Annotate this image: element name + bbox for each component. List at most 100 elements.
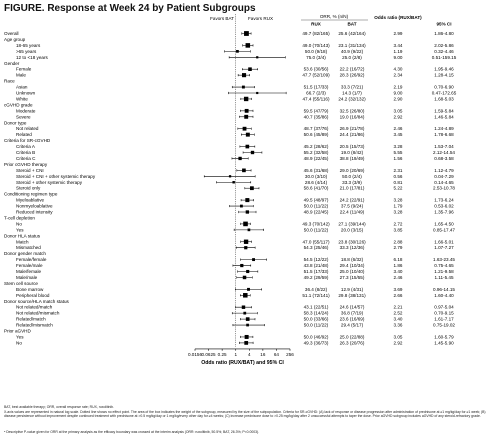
odds-ratio-value: 3.28 <box>394 144 403 149</box>
odds-ratio-box <box>244 114 249 119</box>
bat-orr-value: 23.6 (16/69) <box>340 317 365 322</box>
bat-orr-value: 23.1 (31/134) <box>338 43 366 48</box>
odds-ratio-value: 1.79 <box>394 204 403 209</box>
rux-orr-value: 45.6 (31/68) <box>304 168 329 173</box>
ci-value: 1.46-5.84 <box>434 114 454 119</box>
x-tick-label: 4 <box>248 352 251 357</box>
bat-orr-value: 37.5 (9/24) <box>341 204 364 209</box>
row-label: >65 years <box>16 49 37 54</box>
row-label: Donor HLA status <box>4 233 41 238</box>
odds-ratio-value: 3.36 <box>394 323 403 328</box>
odds-ratio-box <box>244 341 249 345</box>
bat-orr-value: 25.0 (10/40) <box>340 269 365 274</box>
bat-orr-value: 40.9 (9/22) <box>341 49 364 54</box>
row-label: Not related/mismatch <box>16 311 60 316</box>
rux-orr-value: 49.7 (82/165) <box>302 31 330 36</box>
x-tick-label: 256 <box>286 352 294 357</box>
bat-orr-value: 29.4 (10/34) <box>340 263 365 268</box>
ci-value: 1.78-6.68 <box>434 132 454 137</box>
rux-orr-value: 48.9 (22/45) <box>304 156 329 161</box>
row-label: Bone marrow <box>16 287 44 292</box>
odds-ratio-box <box>244 108 249 113</box>
footnote-methods: X-axis values are represented in natural… <box>4 410 486 419</box>
odds-ratio-box <box>245 132 250 137</box>
row-label: Race <box>4 79 15 84</box>
odds-ratio-value: 3.05 <box>394 334 403 339</box>
bat-orr-value: 22.4 (11/49) <box>340 210 365 215</box>
odds-ratio-value: 2.99 <box>394 31 403 36</box>
ci-value: 1.53-7.04 <box>434 144 454 149</box>
bat-orr-value: 25.0 (2/8) <box>342 55 362 60</box>
bat-orr-value: 19.0 (8/42) <box>341 150 364 155</box>
row-label: Unknown <box>16 91 36 96</box>
bat-orr-value: 33.3 (12/36) <box>340 245 365 250</box>
odds-ratio-value: 5.22 <box>394 186 403 191</box>
odds-ratio-box <box>236 49 239 53</box>
row-label: Related/mismatch <box>16 323 53 328</box>
odds-ratio-value: 3.40 <box>394 317 403 322</box>
bat-orr-value: 29.0 (20/69) <box>340 168 365 173</box>
bat-orr-value: 23.8 (30/126) <box>338 239 366 244</box>
row-label: Male/female <box>16 269 41 274</box>
odds-ratio-value: 2.34 <box>394 73 403 78</box>
rux-orr-value: 50.0 (11/22) <box>304 204 329 209</box>
odds-ratio-box <box>252 258 255 262</box>
odds-ratio-box <box>256 56 259 59</box>
odds-ratio-value: 2.92 <box>394 340 403 345</box>
row-label: Prior cGVHD therapy <box>4 162 48 167</box>
row-label: Severe <box>16 114 31 119</box>
ci-value: 1.63-23.45 <box>433 257 455 262</box>
bat-orr-value: 29.8 (38/131) <box>338 293 366 298</box>
row-label: Asian <box>16 85 28 90</box>
row-label: Conditioning regimen type <box>4 192 58 197</box>
bat-orr-value: 33.3 (3/9) <box>342 180 362 185</box>
ci-value: 1.65-4.50 <box>434 221 454 226</box>
rux-orr-value: 48.7 (37/76) <box>304 126 329 131</box>
row-label: cGVHD grade <box>4 102 33 107</box>
row-label: Criteria C <box>16 156 36 161</box>
ci-value: 0.14-4.65 <box>434 180 454 185</box>
rux-orr-value: 47.0 (55/117) <box>303 239 330 244</box>
rux-orr-value: 51.5 (17/33) <box>304 85 329 90</box>
rux-orr-value: 49.5 (48/97) <box>304 198 329 203</box>
odds-ratio-box <box>243 311 247 315</box>
x-tick-label: 64 <box>274 352 280 357</box>
bat-orr-value: 12.9 (4/31) <box>341 287 364 292</box>
row-label: Match <box>16 239 29 244</box>
odds-ratio-value: 3.40 <box>394 269 403 274</box>
x-tick-label: 0.0625 <box>202 352 216 357</box>
row-label: Moderate <box>16 108 36 113</box>
odds-ratio-box <box>242 126 247 131</box>
rux-orr-value: 49.3 (70/142) <box>302 221 330 226</box>
odds-ratio-value: 3.05 <box>394 108 403 113</box>
rux-orr-value: 36.4 (8/22) <box>305 287 328 292</box>
odds-ratio-value: 0.56 <box>394 174 403 179</box>
odds-ratio-value: 2.72 <box>394 221 403 226</box>
footnote-p-value: ᵃ Descriptive P-value given for ORR at t… <box>4 430 260 434</box>
bat-orr-value: 20.0 (3/15) <box>341 227 364 232</box>
bat-orr-value: 18.8 (6/32) <box>341 257 364 262</box>
ci-value: 0.70-6.90 <box>434 85 454 90</box>
rux-orr-value: 75.0 (3/4) <box>306 55 326 60</box>
odds-ratio-value: 3.85 <box>394 227 403 232</box>
odds-ratio-box <box>250 150 255 155</box>
bat-orr-value: 24.2 (22/91) <box>340 198 365 203</box>
rux-orr-value: 49.0 (70/143) <box>302 43 330 48</box>
odds-ratio-box <box>250 186 254 191</box>
row-label: White <box>16 96 28 101</box>
odds-ratio-box <box>243 221 248 227</box>
row-label: Age group <box>4 37 26 42</box>
bat-orr-value: 24.2 (32/132) <box>338 96 366 101</box>
rux-orr-value: 45.2 (28/62) <box>304 144 329 149</box>
odds-ratio-box <box>243 239 249 244</box>
ci-value: 1.07-7.27 <box>434 245 454 250</box>
odds-ratio-value: 2.46 <box>394 126 403 131</box>
rux-orr-value: 47.4 (55/116) <box>303 96 330 101</box>
row-label: Gender <box>4 61 20 66</box>
bat-orr-value: 28.3 (26/92) <box>340 73 365 78</box>
odds-ratio-box <box>247 287 250 291</box>
row-label: Yes <box>16 227 24 232</box>
x-tick-label: 1 <box>234 352 237 357</box>
rux-orr-value: 49.3 (36/73) <box>304 340 329 345</box>
